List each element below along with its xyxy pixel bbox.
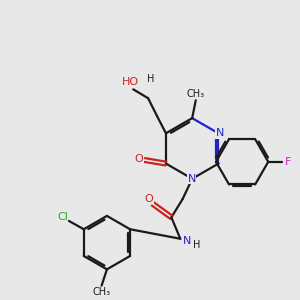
Text: F: F [285,157,291,167]
Text: H: H [147,74,154,84]
Text: O: O [135,154,144,164]
Text: O: O [144,194,153,204]
Text: CH₃: CH₃ [92,287,111,297]
Text: N: N [188,174,196,184]
Text: N: N [216,128,224,138]
Text: Cl: Cl [57,212,68,222]
Text: H: H [193,240,200,250]
Text: CH₃: CH₃ [187,89,205,99]
Text: N: N [183,236,191,246]
Text: HO: HO [122,77,140,87]
